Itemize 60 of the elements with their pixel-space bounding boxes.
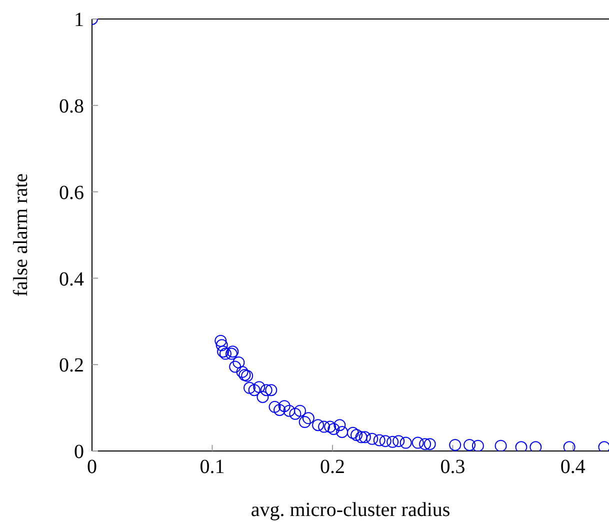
y-tick-label: 0.4 [59, 268, 84, 290]
y-tick-label: 0.6 [59, 182, 84, 204]
point [355, 431, 368, 444]
point [238, 368, 251, 381]
point [563, 441, 576, 451]
x-tick-label: 0.4 [560, 456, 586, 478]
point [386, 436, 399, 448]
point [392, 435, 405, 448]
point [449, 438, 462, 451]
point [358, 431, 371, 444]
point [515, 441, 528, 451]
point [256, 391, 269, 403]
point [268, 400, 281, 413]
point [244, 382, 256, 394]
point [598, 441, 609, 451]
point [373, 434, 386, 446]
point [494, 440, 507, 451]
y-tick-label: 0.8 [59, 96, 84, 118]
point [274, 404, 286, 416]
point [216, 339, 228, 352]
x-tick-label: 0.2 [320, 456, 345, 478]
x-axis-title: avg. micro-cluster radius [250, 499, 450, 521]
point [294, 404, 306, 417]
point [336, 426, 348, 438]
point [265, 384, 278, 396]
point [530, 441, 542, 451]
point [312, 419, 324, 432]
point [324, 420, 336, 433]
point [472, 440, 484, 451]
point [318, 420, 330, 433]
point [236, 366, 248, 378]
point [289, 408, 302, 420]
point [260, 384, 272, 396]
point [400, 436, 412, 449]
x-tick-label: 0.1 [200, 456, 225, 478]
point [302, 412, 314, 424]
y-tick-label: 1 [74, 9, 84, 32]
point [424, 438, 436, 450]
point [412, 436, 424, 449]
point [366, 432, 378, 445]
y-axis-title: false alarm rate [10, 173, 32, 297]
point [346, 426, 359, 439]
point [283, 404, 296, 417]
y-tick-label: 0.2 [59, 354, 84, 377]
point [464, 438, 476, 451]
point [419, 438, 432, 450]
point [334, 419, 346, 432]
point [241, 370, 254, 382]
y-tick-label: 0 [74, 441, 84, 464]
point [278, 400, 290, 412]
point [298, 416, 311, 428]
x-tick-label: 0.3 [440, 456, 466, 478]
point [248, 384, 260, 396]
point [232, 356, 245, 368]
point [214, 334, 227, 347]
point [328, 422, 340, 435]
point [350, 429, 363, 442]
point [253, 381, 266, 394]
point [379, 435, 392, 448]
point [229, 360, 242, 373]
